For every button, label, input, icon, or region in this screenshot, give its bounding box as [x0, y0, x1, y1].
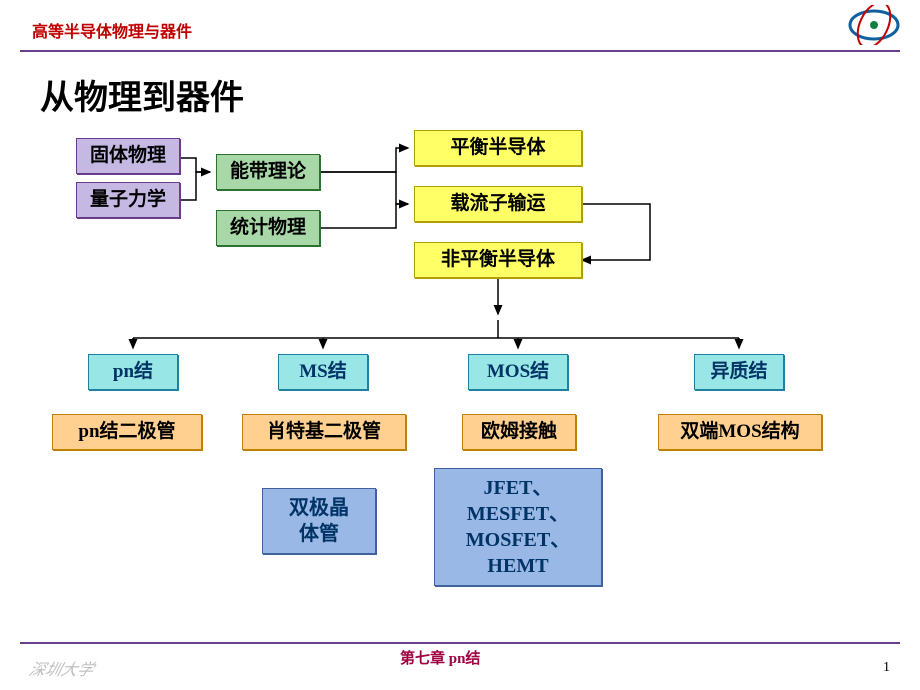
node-band: 能带理论	[216, 154, 320, 190]
footer-divider	[20, 642, 900, 644]
footer-chapter: 第七章 pn结	[400, 647, 480, 668]
node-carrier: 载流子输运	[414, 186, 582, 222]
node-quantum: 量子力学	[76, 182, 180, 218]
node-equil: 平衡半导体	[414, 130, 582, 166]
node-hetero: 异质结	[694, 354, 784, 390]
node-noneq: 非平衡半导体	[414, 242, 582, 278]
node-ohmic: 欧姆接触	[462, 414, 576, 450]
node-schottky: 肖特基二极管	[242, 414, 406, 450]
node-pn: pn结	[88, 354, 178, 390]
node-bipolar: 双极晶 体管	[262, 488, 376, 554]
node-fet: JFET、 MESFET、 MOSFET、 HEMT	[434, 468, 602, 586]
watermark: 深圳大学	[27, 656, 97, 680]
node-stat: 统计物理	[216, 210, 320, 246]
top-divider	[20, 50, 900, 52]
node-solid: 固体物理	[76, 138, 180, 174]
page-number: 1	[883, 660, 890, 676]
slide-header: 高等半导体物理与器件	[32, 18, 192, 42]
institution-logo	[846, 5, 902, 45]
node-dualmos: 双端MOS结构	[658, 414, 822, 450]
node-ms: MS结	[278, 354, 368, 390]
node-mos: MOS结	[468, 354, 568, 390]
slide-title: 从物理到器件	[40, 70, 244, 119]
node-pndiode: pn结二极管	[52, 414, 202, 450]
